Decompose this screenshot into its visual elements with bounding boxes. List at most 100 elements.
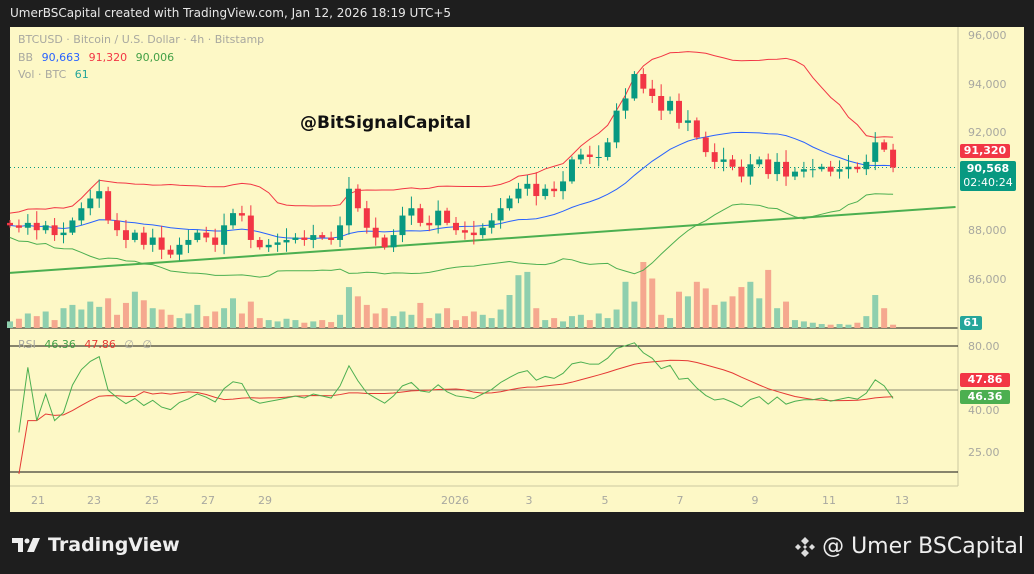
volume-bar	[595, 313, 602, 328]
time-label: 29	[258, 494, 272, 507]
candle-body	[863, 161, 870, 170]
rsi-axis-label: 25.00	[968, 446, 1000, 459]
volume-label: Vol · BTC	[18, 68, 67, 81]
volume-bar	[444, 308, 451, 328]
volume-bar	[533, 308, 540, 328]
volume-bar	[363, 304, 370, 328]
candle-body	[488, 220, 495, 228]
volume-bar	[693, 281, 700, 328]
volume-bar	[515, 275, 522, 328]
candle-body	[461, 230, 468, 233]
time-label: 11	[822, 494, 836, 507]
candle-body	[613, 110, 620, 143]
volume-bar	[274, 321, 281, 328]
volume-bar	[69, 304, 76, 328]
candle-body	[693, 120, 700, 138]
rsi-line	[18, 342, 894, 433]
volume-bar	[577, 314, 584, 328]
volume-bar	[256, 318, 263, 328]
volume-bar	[568, 316, 575, 328]
volume-bar	[783, 301, 790, 328]
candle-body	[818, 166, 825, 170]
volume-value: 61	[74, 68, 89, 81]
volume-bar	[7, 321, 13, 328]
volume-bar	[372, 313, 379, 328]
candle-body	[533, 183, 540, 197]
bar-countdown: 02:40:24	[963, 176, 1013, 189]
volume-bar	[78, 309, 85, 328]
bb-lower-value: 90,006	[135, 51, 175, 64]
volume-bar	[827, 324, 834, 328]
bb-upper-value: 91,320	[88, 51, 128, 64]
volume-bar	[51, 320, 58, 328]
volume-bar	[60, 308, 67, 328]
candle-body	[524, 183, 531, 189]
last-price: 90,568	[966, 162, 1010, 175]
volume-bar	[301, 322, 308, 328]
bb-legend[interactable]: BB 90,663 91,320 90,006	[18, 51, 179, 64]
volume-bar	[149, 308, 156, 328]
volume-bar	[310, 321, 317, 328]
volume-bar	[426, 318, 433, 328]
volume-bar	[863, 316, 870, 328]
candle-body	[622, 98, 629, 111]
candle-body	[372, 227, 379, 238]
candle-body	[515, 188, 522, 199]
candle-body	[551, 188, 558, 192]
volume-bar	[24, 313, 31, 328]
candle-body	[176, 244, 183, 255]
volume-bar	[551, 318, 558, 328]
volume-legend[interactable]: Vol · BTC 61	[18, 68, 94, 81]
volume-bar	[131, 291, 138, 328]
candle-body	[444, 210, 451, 223]
volume-bar	[542, 320, 549, 328]
rsi-label: RSI	[18, 338, 36, 351]
candle-body	[87, 198, 94, 209]
volume-bar	[122, 302, 129, 328]
volume-bar	[774, 308, 781, 328]
price-label: 86,000	[968, 273, 1007, 286]
rsi-legend[interactable]: RSI 46.36 47.86 ∅ ∅	[18, 338, 157, 351]
price-label: 94,000	[968, 78, 1007, 91]
candle-body	[42, 225, 49, 231]
volume-bar	[765, 269, 772, 328]
volume-bar	[586, 320, 593, 328]
rsi-ma-line	[18, 359, 894, 475]
price-label: 92,000	[968, 126, 1007, 139]
candle-body	[470, 232, 477, 236]
bb-upper-tag: 91,320	[960, 144, 1010, 158]
signature-text: @ Umer BSCapital	[822, 534, 1024, 559]
tradingview-logo[interactable]: TradingView	[12, 534, 180, 556]
volume-bar	[96, 306, 103, 328]
time-label: 3	[525, 494, 533, 507]
candle-body	[381, 237, 388, 248]
volume-bar	[283, 318, 290, 328]
candle-body	[149, 237, 156, 245]
candle-body	[194, 232, 201, 240]
volume-bar	[881, 308, 888, 328]
candle-body	[230, 213, 236, 226]
candle-body	[791, 171, 798, 177]
candle-body	[720, 159, 727, 162]
symbol-legend[interactable]: BTCUSD · Bitcoin / U.S. Dollar · 4h · Bi…	[18, 33, 269, 46]
volume-bar	[453, 320, 459, 328]
candle-body	[658, 96, 665, 111]
volume-bar	[176, 318, 183, 328]
volume-bar	[649, 278, 656, 328]
chart-panel[interactable]	[10, 27, 1024, 512]
candle-body	[33, 222, 40, 231]
volume-bar	[238, 313, 245, 328]
volume-bar	[408, 314, 415, 328]
volume-bar	[87, 301, 94, 328]
candle-body	[60, 232, 67, 236]
candle-body	[711, 152, 718, 162]
trendline	[9, 206, 956, 274]
volume-bar	[337, 314, 344, 328]
volume-bar	[328, 322, 335, 328]
candle-body	[7, 222, 13, 226]
rsi-ma-tag: 47.86	[960, 373, 1010, 387]
rsi-ma-value: 47.86	[84, 338, 116, 351]
price-label: 88,000	[968, 224, 1007, 237]
volume-bar	[872, 295, 879, 328]
